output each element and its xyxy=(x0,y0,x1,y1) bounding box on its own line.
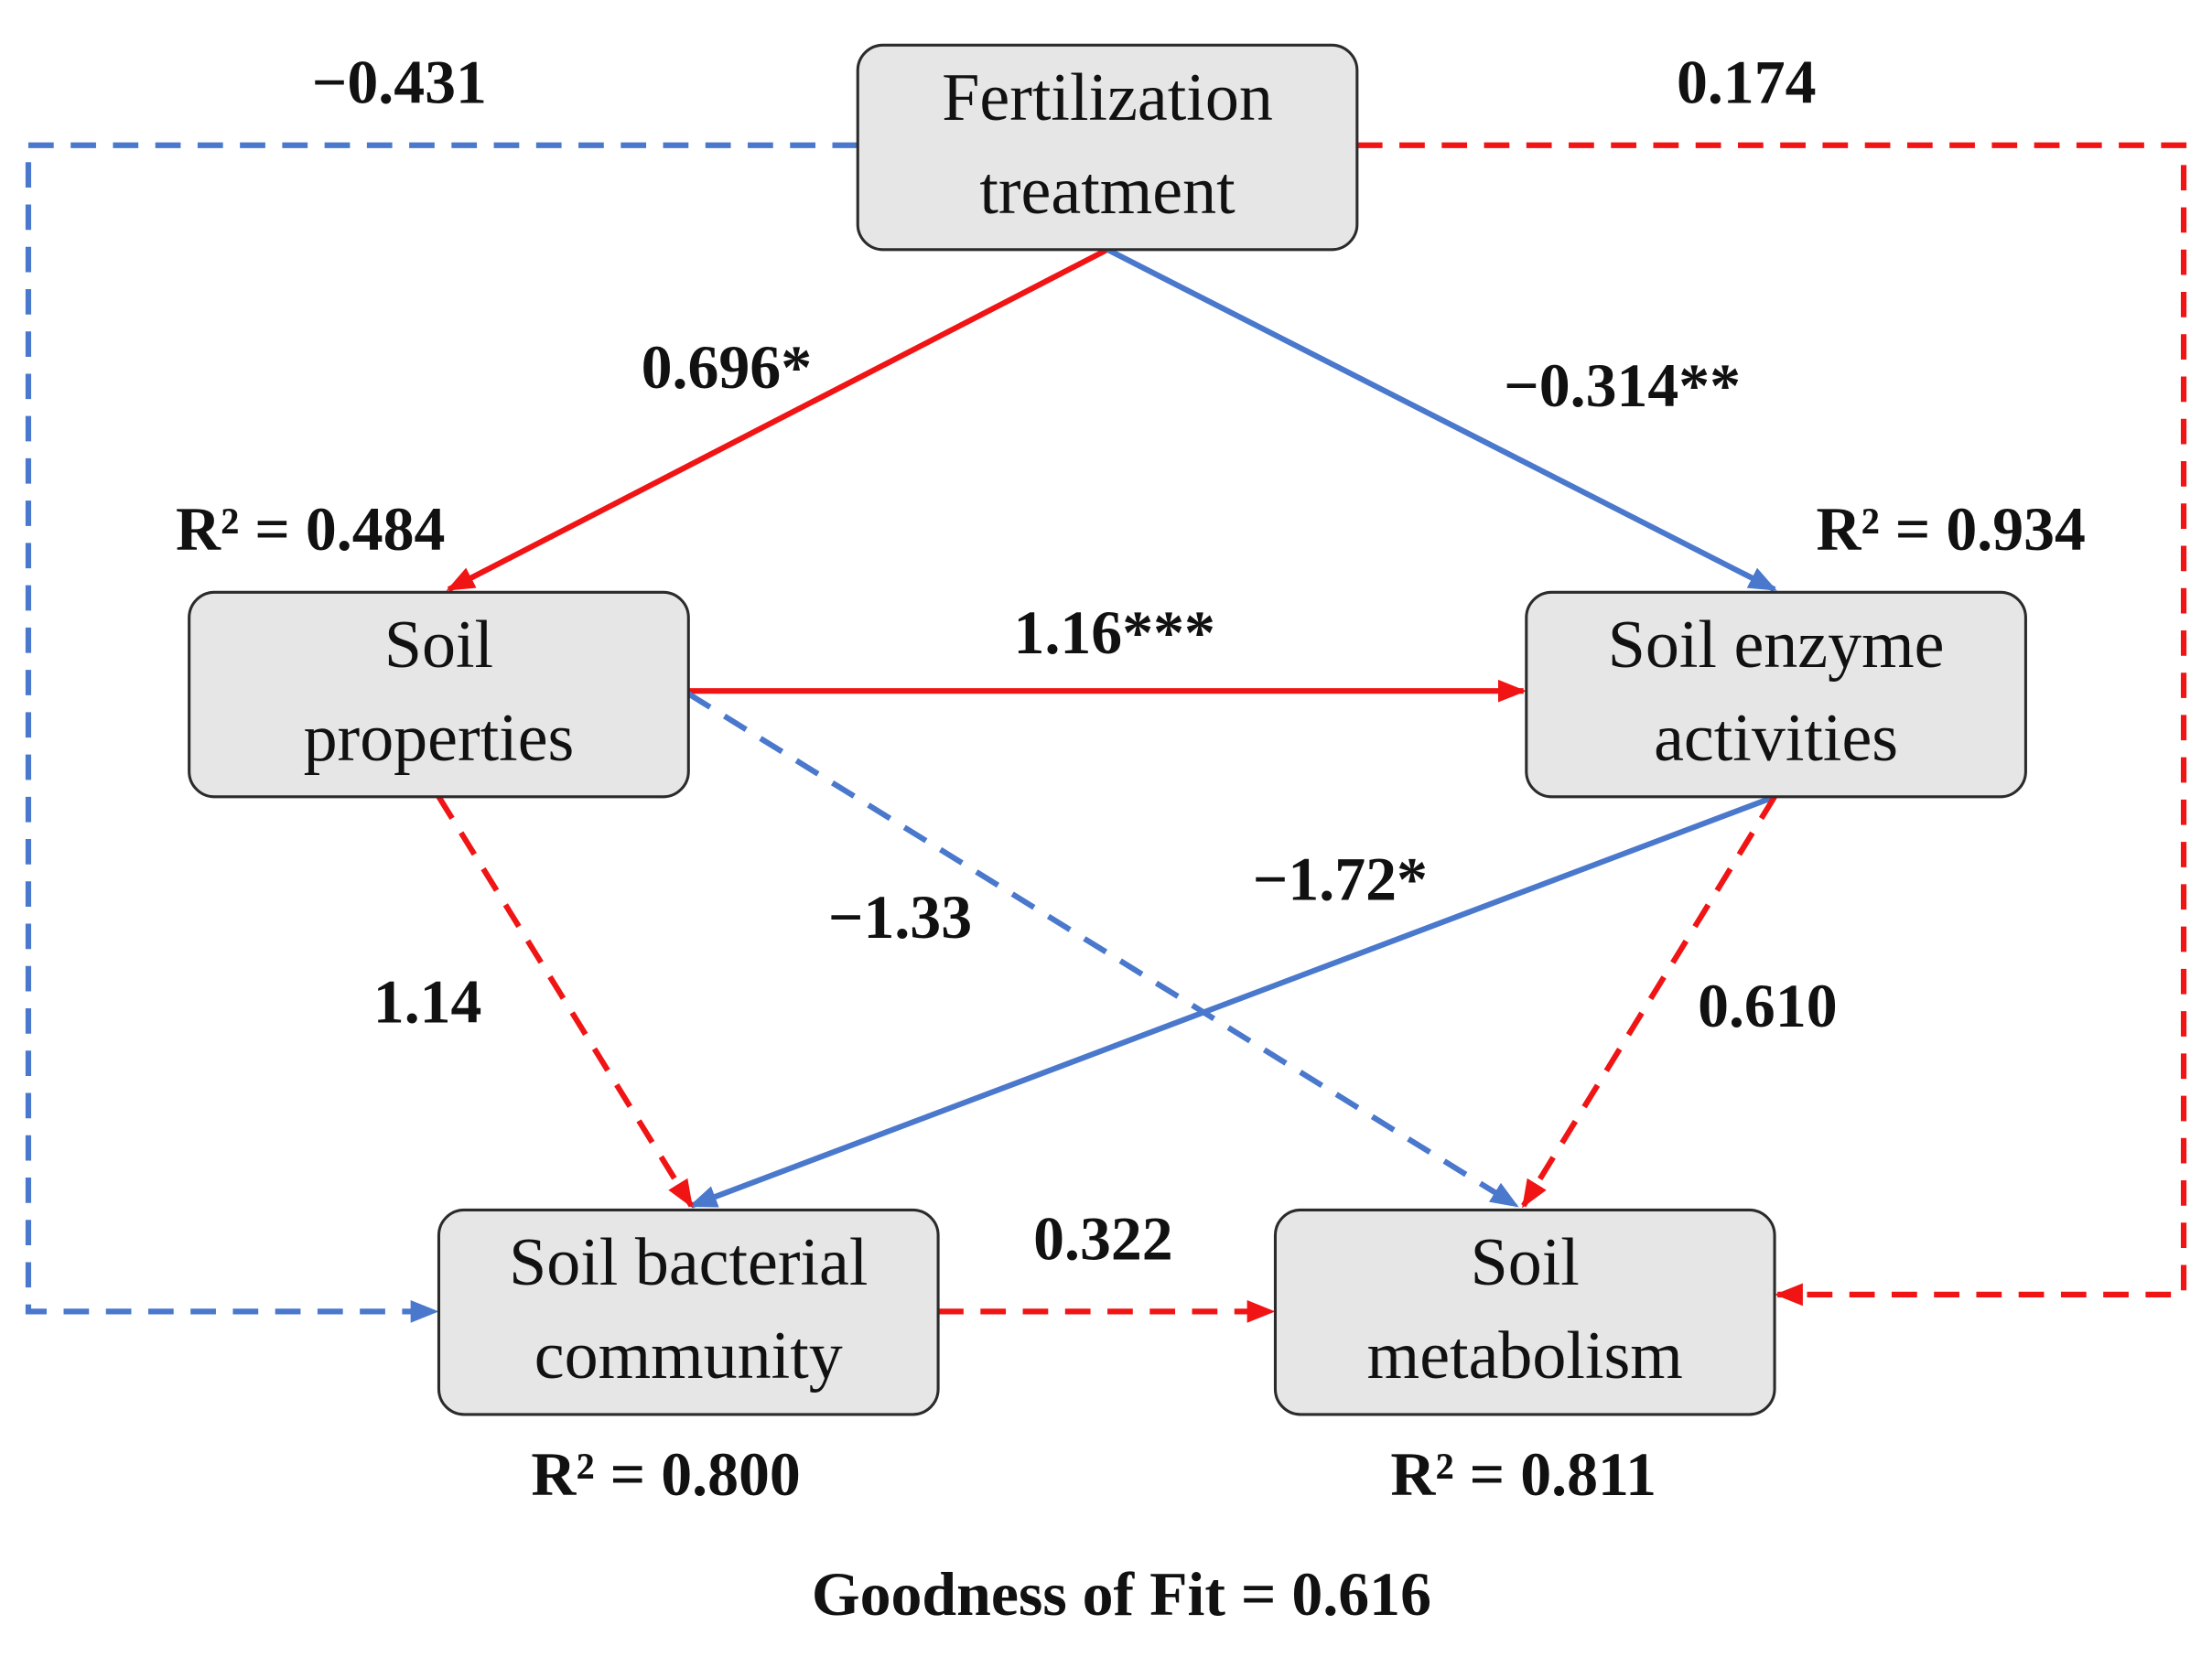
edge-label: 0.696* xyxy=(642,333,812,402)
edge-label: −0.431 xyxy=(312,48,487,117)
edge-arrow xyxy=(688,793,1776,1209)
node-label: activities xyxy=(1654,701,1898,776)
edge-arrow xyxy=(686,691,1519,1209)
node-label: metabolism xyxy=(1367,1318,1683,1393)
node-label: treatment xyxy=(979,154,1235,229)
node-label: community xyxy=(534,1318,843,1393)
node-label: Soil xyxy=(1471,1225,1580,1300)
edge-arrow xyxy=(1356,142,2187,1307)
edge-arrow xyxy=(436,795,694,1209)
node-label: Fertilization xyxy=(942,60,1273,135)
edge-label: −0.314** xyxy=(1504,351,1741,420)
r-squared: R² = 0.811 xyxy=(1390,1440,1656,1509)
edge-arrow xyxy=(1106,247,1777,593)
edge-label: 0.610 xyxy=(1698,972,1838,1040)
node-box xyxy=(1273,1208,1776,1416)
goodness-of-fit: Goodness of Fit = 0.616 xyxy=(812,1560,1431,1629)
r-squared: R² = 0.800 xyxy=(531,1440,800,1509)
node-label: Soil enzyme xyxy=(1608,608,1945,683)
node-label: properties xyxy=(304,701,575,776)
edge-label: 0.174 xyxy=(1677,48,1817,117)
edge-arrow xyxy=(1521,795,1777,1209)
edge-arrow xyxy=(25,142,858,1323)
edge-label: 1.14 xyxy=(373,968,482,1037)
r-squared: R² = 0.934 xyxy=(1817,495,2086,564)
edge-arrow xyxy=(446,247,1109,592)
node-box xyxy=(1525,590,2027,799)
r-squared: R² = 0.484 xyxy=(176,495,445,564)
node-label: Soil xyxy=(384,608,493,683)
node-label: Soil bacterial xyxy=(509,1225,868,1300)
node-box xyxy=(856,43,1359,252)
edge-label: 0.322 xyxy=(1033,1205,1173,1274)
edge-label: −1.72* xyxy=(1253,845,1428,913)
edge-label: 1.16*** xyxy=(1014,598,1215,667)
node-box xyxy=(188,590,690,799)
node-box xyxy=(437,1208,940,1416)
edge-label: −1.33 xyxy=(828,883,972,952)
